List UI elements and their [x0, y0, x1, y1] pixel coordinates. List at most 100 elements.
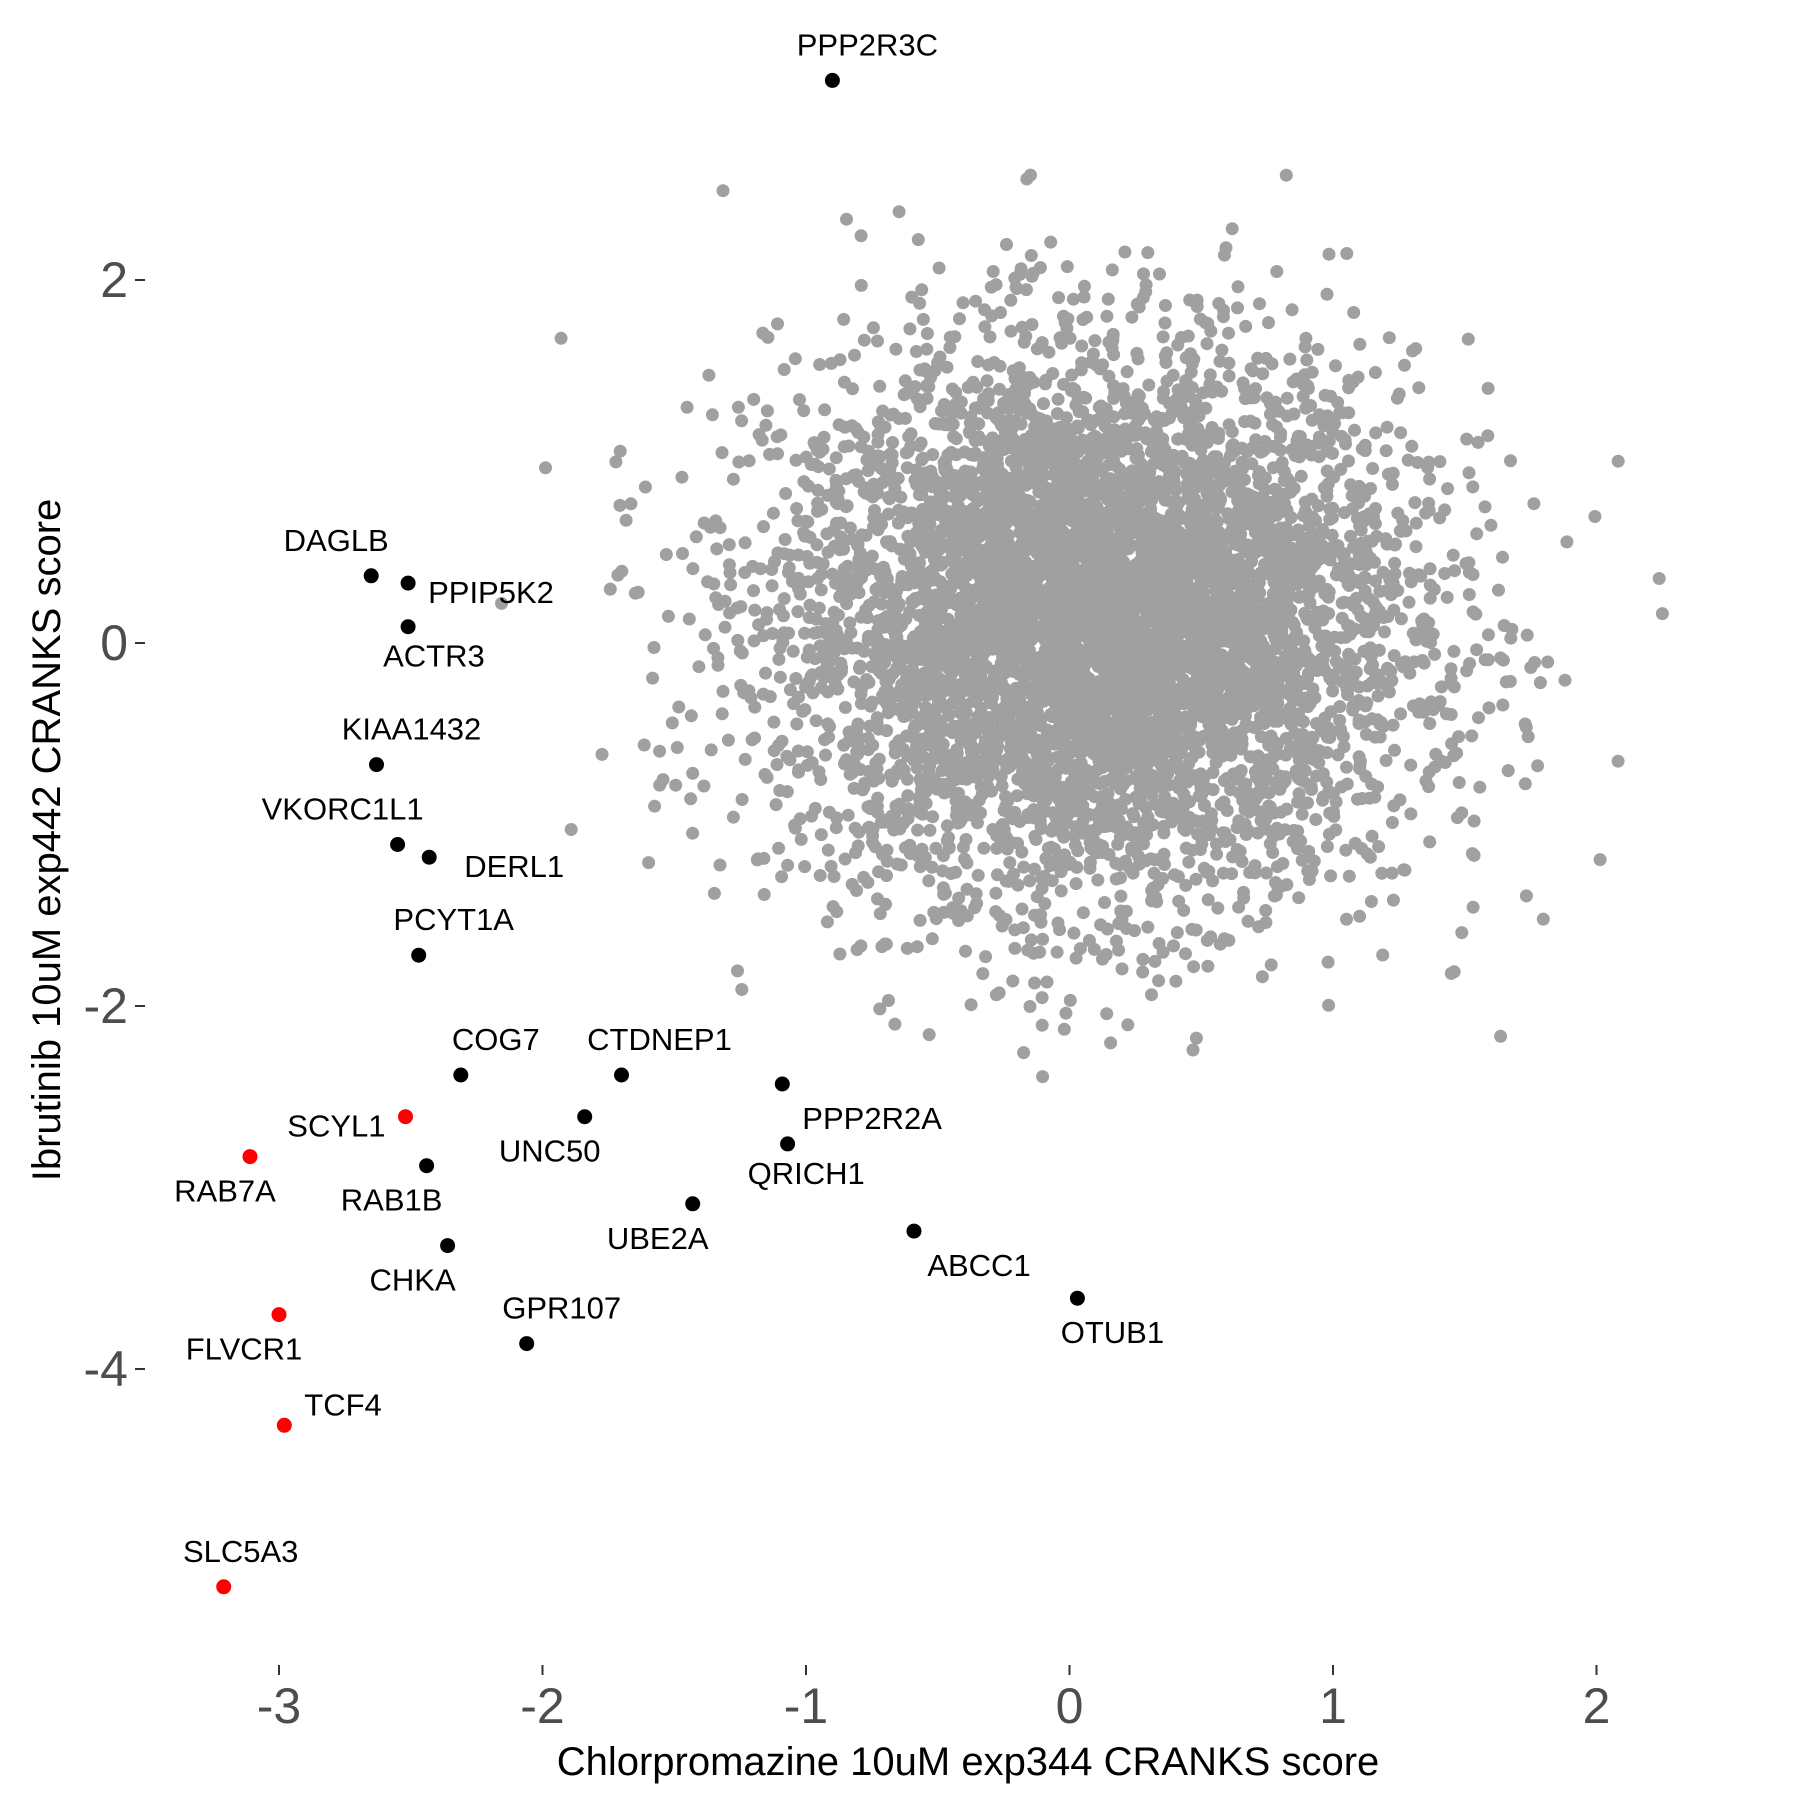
background-point [1259, 916, 1273, 929]
background-point [744, 691, 758, 705]
background-point [873, 379, 887, 393]
background-point [1094, 444, 1108, 458]
background-point [1025, 439, 1039, 453]
background-point [1210, 847, 1224, 861]
background-point [1039, 852, 1053, 865]
background-point [702, 368, 716, 382]
background-point [878, 937, 892, 951]
background-point [888, 1017, 902, 1031]
background-point [900, 772, 914, 786]
background-point [1239, 319, 1253, 333]
background-point [1129, 428, 1142, 442]
background-point [1237, 891, 1251, 905]
background-point [1496, 550, 1509, 564]
background-points [495, 168, 1669, 1084]
background-point [1217, 774, 1231, 788]
background-point [1074, 756, 1088, 770]
background-point [1006, 364, 1020, 378]
background-point [871, 428, 885, 441]
background-point [934, 496, 948, 510]
background-point [952, 891, 966, 905]
background-point [913, 363, 927, 377]
background-point [854, 687, 868, 701]
background-point [1362, 646, 1376, 660]
background-point [1305, 413, 1319, 427]
background-point [1031, 733, 1045, 747]
background-point [1471, 435, 1485, 449]
background-point [1250, 583, 1263, 597]
background-point [1263, 800, 1277, 814]
background-point [1051, 392, 1065, 406]
background-point [952, 914, 966, 927]
background-point [1318, 587, 1332, 601]
background-point [1440, 590, 1454, 604]
background-point [1434, 680, 1448, 694]
background-point [922, 874, 936, 888]
background-point [1259, 904, 1273, 917]
background-point [1298, 495, 1312, 509]
background-point [910, 761, 924, 775]
background-point [1414, 569, 1428, 583]
background-point [1238, 392, 1252, 406]
background-point [1541, 655, 1555, 669]
background-point [787, 697, 801, 711]
background-point [854, 610, 868, 624]
background-point [1412, 381, 1426, 395]
background-point [960, 856, 974, 870]
background-point [1166, 368, 1180, 382]
background-point [1494, 651, 1508, 665]
background-point [898, 374, 912, 388]
background-point [935, 555, 949, 569]
background-point [1130, 826, 1144, 840]
background-point [1006, 974, 1020, 988]
background-point [889, 629, 902, 643]
background-point [1008, 941, 1022, 955]
background-point [999, 913, 1013, 927]
background-point [848, 821, 862, 835]
background-point [1023, 1000, 1037, 1013]
background-point [1460, 432, 1474, 446]
background-point [839, 472, 853, 486]
background-point [929, 912, 943, 926]
background-point [873, 1002, 887, 1016]
background-point [803, 530, 817, 544]
background-point [1484, 518, 1498, 532]
background-point [1219, 241, 1233, 255]
background-point [1284, 511, 1298, 524]
background-point [838, 701, 852, 714]
background-point [759, 418, 773, 432]
background-point [1213, 354, 1227, 368]
background-point [925, 860, 939, 874]
background-point [932, 729, 945, 743]
background-point [637, 738, 651, 752]
background-point [1423, 835, 1437, 849]
background-point [1036, 932, 1050, 946]
background-point [1146, 772, 1159, 786]
background-point [1104, 1036, 1118, 1050]
background-point [1046, 367, 1060, 380]
background-point [1256, 367, 1270, 381]
background-point [976, 967, 990, 981]
background-point [910, 940, 924, 954]
background-point [773, 641, 787, 655]
background-point [1023, 786, 1037, 800]
background-point [711, 658, 725, 672]
background-point [697, 516, 711, 530]
background-point [989, 988, 1003, 1002]
background-point [1120, 365, 1134, 379]
background-point [794, 832, 808, 846]
background-point [1200, 337, 1214, 351]
background-point [1113, 858, 1127, 872]
background-point [1180, 478, 1194, 492]
background-point [731, 400, 745, 414]
background-point [1355, 842, 1369, 855]
background-point [827, 870, 841, 883]
background-point [698, 628, 712, 642]
background-point [932, 612, 946, 626]
background-point [1371, 780, 1385, 794]
background-point [1167, 939, 1180, 953]
background-point [852, 556, 866, 570]
background-point [1129, 772, 1143, 786]
background-point [1223, 449, 1237, 463]
background-point [757, 520, 770, 534]
